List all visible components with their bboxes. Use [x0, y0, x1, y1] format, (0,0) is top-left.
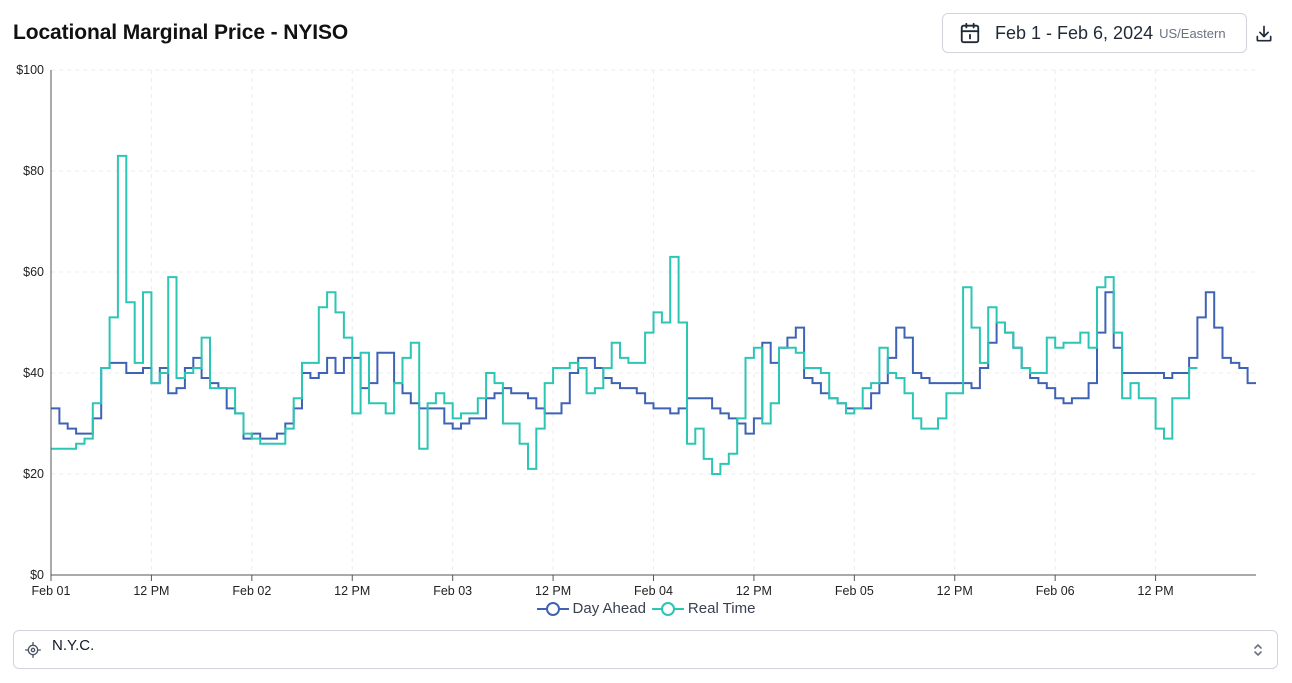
- download-icon[interactable]: [1254, 24, 1274, 44]
- x-tick-label: Feb 04: [634, 584, 673, 598]
- circle-marker-icon: [536, 601, 569, 616]
- legend-item-real-time[interactable]: Real Time: [651, 600, 756, 617]
- chart-legend: Day Ahead Real Time: [0, 600, 1292, 617]
- x-tick-label: 12 PM: [736, 584, 772, 598]
- date-range-button[interactable]: Feb 1 - Feb 6, 2024 US/Eastern: [942, 13, 1247, 53]
- x-tick-label: 12 PM: [1138, 584, 1174, 598]
- y-tick-label: $80: [23, 164, 44, 178]
- y-tick-label: $20: [23, 467, 44, 481]
- legend-item-day-ahead[interactable]: Day Ahead: [536, 600, 646, 617]
- x-tick-label: Feb 06: [1036, 584, 1075, 598]
- series-line-real-time[interactable]: [51, 154, 1198, 475]
- x-tick-label: Feb 02: [232, 584, 271, 598]
- x-tick-label: Feb 03: [433, 584, 472, 598]
- y-tick-label: $40: [23, 366, 44, 380]
- chevron-up-down-icon: [1254, 644, 1262, 656]
- price-chart: $0 $20 $40 $60 $80 $100 Feb 01 12 PM Feb 02 12 PM…: [16, 63, 1256, 598]
- y-tick-label: $0: [30, 568, 44, 582]
- circle-marker-icon: [651, 601, 684, 616]
- timezone-label: US/Eastern: [1159, 25, 1226, 41]
- legend-label-day-ahead: Day Ahead: [572, 600, 646, 617]
- x-tick-label: 12 PM: [133, 584, 169, 598]
- x-tick-label: 12 PM: [334, 584, 370, 598]
- date-range-label: Feb 1 - Feb 6, 2024: [995, 22, 1154, 43]
- x-tick-label: 12 PM: [937, 584, 973, 598]
- page-title: Locational Marginal Price - NYISO: [13, 21, 349, 44]
- zone-select-value: N.Y.C.: [52, 637, 95, 654]
- calendar-icon: [960, 22, 980, 44]
- y-tick-label: $100: [16, 63, 44, 77]
- crosshair-icon: [25, 642, 41, 658]
- series-line-day-ahead[interactable]: [51, 291, 1256, 440]
- x-tick-label: Feb 05: [835, 584, 874, 598]
- y-tick-label: $60: [23, 265, 44, 279]
- legend-label-real-time: Real Time: [687, 600, 756, 617]
- x-tick-label: 12 PM: [535, 584, 571, 598]
- x-tick-label: Feb 01: [32, 584, 71, 598]
- zone-select[interactable]: N.Y.C.: [13, 630, 1278, 669]
